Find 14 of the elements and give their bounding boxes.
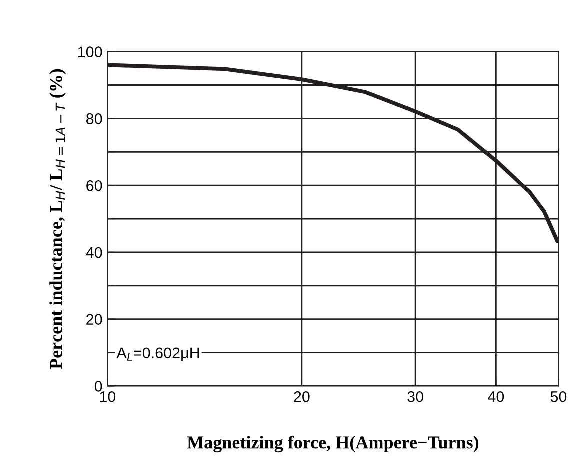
x-tick-label: 10 [100, 391, 116, 402]
x-tick-label: 20 [294, 391, 310, 402]
x-tick-label: 40 [488, 391, 504, 402]
y-tick-label: 20 [86, 314, 102, 326]
y-tick-label: 100 [78, 46, 102, 58]
y-tick-label: 40 [86, 247, 102, 258]
x-tick-label: 50 [550, 391, 567, 402]
x-axis-title: Magnetizing force, H(Ampere−Turns) [187, 436, 479, 453]
y-tick-label: 60 [86, 180, 102, 192]
y-axis-title: Percent inductance, L$_{H}$/ L$_{H=1A−T}$ (%) [50, 69, 66, 370]
x-tick-label: 30 [408, 391, 424, 402]
annotation: A$_{L}$=0.602μH [116, 348, 200, 362]
y-tick-label: 80 [86, 114, 102, 124]
y-tick-label: 0 [94, 381, 102, 392]
